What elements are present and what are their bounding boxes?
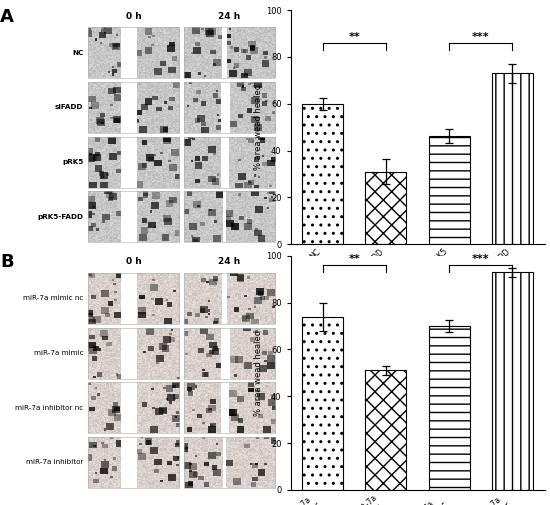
Text: miR-7a mimic nc: miR-7a mimic nc bbox=[23, 295, 84, 301]
Y-axis label: % area wead healed: % area wead healed bbox=[254, 84, 263, 170]
Text: NC: NC bbox=[72, 49, 84, 56]
Text: 0 h: 0 h bbox=[126, 12, 141, 21]
Text: miR-7a inhibitor nc: miR-7a inhibitor nc bbox=[15, 405, 84, 411]
Text: miR-7a mimic: miR-7a mimic bbox=[34, 350, 84, 356]
Text: ***: *** bbox=[472, 254, 490, 264]
Text: A: A bbox=[1, 8, 14, 26]
Text: 24 h: 24 h bbox=[218, 12, 241, 21]
Y-axis label: % area wead healed: % area wead healed bbox=[254, 330, 263, 416]
Text: **: ** bbox=[349, 254, 360, 264]
Text: B: B bbox=[1, 254, 14, 272]
Bar bbox=[365, 172, 406, 244]
Bar bbox=[428, 326, 470, 490]
Bar bbox=[492, 73, 533, 244]
Text: pRK5: pRK5 bbox=[62, 159, 84, 165]
Text: **: ** bbox=[349, 32, 360, 42]
Text: 24 h: 24 h bbox=[218, 258, 241, 267]
Bar bbox=[428, 136, 470, 244]
Bar bbox=[365, 371, 406, 490]
Bar bbox=[492, 272, 533, 490]
Text: miR-7a inhibitor: miR-7a inhibitor bbox=[26, 460, 84, 466]
Text: siFADD: siFADD bbox=[55, 105, 84, 111]
Text: 0 h: 0 h bbox=[126, 258, 141, 267]
Text: pRK5-FADD: pRK5-FADD bbox=[37, 214, 84, 220]
Bar bbox=[302, 104, 343, 244]
Bar bbox=[302, 317, 343, 490]
Text: ***: *** bbox=[472, 32, 490, 42]
